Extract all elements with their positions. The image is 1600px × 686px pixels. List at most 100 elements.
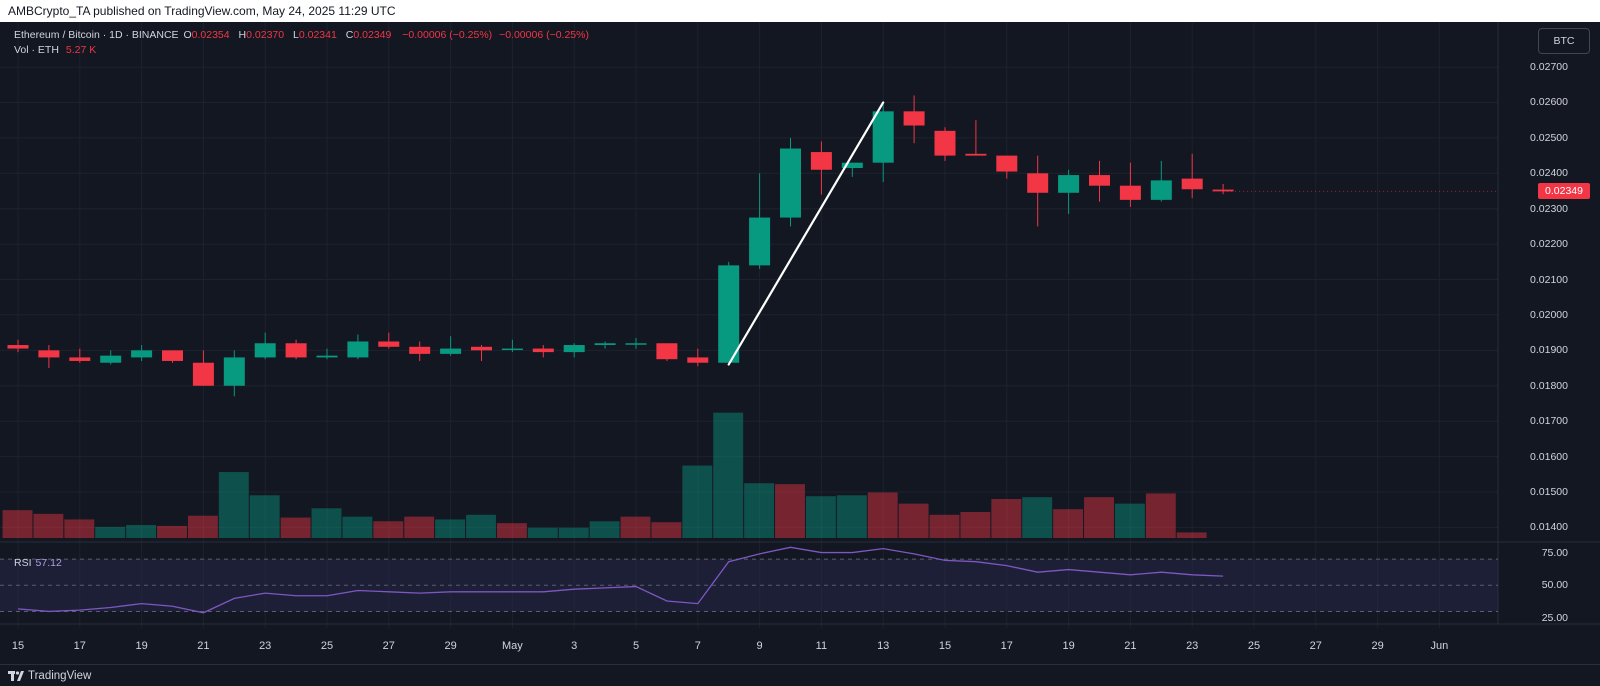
rsi-line — [17, 546, 1224, 614]
volume-bar — [836, 495, 867, 538]
time-axis-label: 29 — [444, 640, 457, 652]
volume-bars — [2, 412, 1207, 538]
candle — [69, 348, 91, 363]
change-value: −0.00006 (−0.25%) — [402, 29, 493, 41]
candle-body — [409, 346, 431, 354]
symbol-legend[interactable]: Ethereum / Bitcoin · 1D · BINANCE O0.023… — [14, 29, 589, 41]
candle-body — [1212, 189, 1234, 192]
volume-bar — [589, 521, 620, 538]
candle-body — [192, 362, 214, 386]
price-axis-label: 0.01500 — [1530, 485, 1568, 498]
candle — [440, 336, 462, 356]
candle-body — [223, 357, 245, 386]
candle — [903, 95, 925, 144]
candle-body — [996, 155, 1018, 172]
candle-body — [749, 217, 771, 266]
rsi-legend[interactable]: RSI 57.12 — [14, 557, 62, 569]
high-value: 0.02370 — [246, 29, 285, 41]
candle — [285, 339, 307, 360]
candle — [1058, 169, 1080, 215]
time-axis-label: 19 — [1062, 640, 1075, 652]
candle-body — [1058, 175, 1080, 193]
volume-bar — [1022, 497, 1053, 538]
candle — [347, 334, 369, 360]
publish-info-text: AMBCrypto_TA published on TradingView.co… — [8, 4, 396, 18]
volume-bar — [744, 483, 775, 538]
publish-info-bar: AMBCrypto_TA published on TradingView.co… — [0, 0, 1600, 22]
volume-bar — [805, 496, 836, 538]
candle-body — [656, 343, 678, 360]
volume-bar — [960, 512, 991, 538]
candle-body — [687, 357, 709, 363]
time-axis-label: 25 — [1247, 640, 1261, 652]
low-value: 0.02341 — [298, 29, 337, 41]
candle — [625, 337, 647, 349]
time-axis-label: 13 — [877, 640, 890, 652]
chart-canvas[interactable] — [0, 22, 1600, 664]
candle-body — [131, 350, 153, 358]
candle — [1089, 160, 1110, 202]
candle-body — [347, 341, 369, 358]
candle — [162, 350, 183, 363]
rsi-axis-label: 75.00 — [1541, 546, 1568, 559]
candle — [100, 350, 122, 365]
volume-bar — [527, 527, 558, 538]
candle — [872, 102, 894, 183]
volume-bar — [435, 519, 466, 538]
candle-body — [440, 348, 462, 354]
volume-bar — [1084, 497, 1114, 538]
candle-body — [625, 343, 647, 345]
volume-bar — [620, 516, 651, 538]
volume-bar — [1145, 493, 1176, 538]
time-axis-label: 17 — [1000, 640, 1013, 652]
rsi-pane — [0, 546, 1498, 614]
candle-body — [471, 346, 492, 351]
volume-bar — [1053, 509, 1084, 538]
candle-body — [1027, 173, 1049, 193]
candle-body — [378, 341, 400, 347]
volume-bar — [558, 527, 589, 538]
time-axis-label: Jun — [1430, 640, 1449, 652]
price-axis-label: 0.01900 — [1530, 344, 1568, 357]
chart-frame[interactable]: Ethereum / Bitcoin · 1D · BINANCE O0.023… — [0, 22, 1600, 664]
time-axis-label: 15 — [938, 640, 952, 652]
time-axis-label: 17 — [73, 640, 86, 652]
volume-legend[interactable]: Vol · ETH 5.27 K — [14, 44, 96, 56]
candle — [254, 332, 276, 360]
candle-body — [1119, 185, 1141, 200]
candle — [780, 137, 801, 227]
volume-bar — [218, 472, 249, 538]
candle-body — [7, 345, 29, 349]
candle-body — [780, 148, 801, 218]
price-axis-label: 0.02300 — [1530, 202, 1568, 215]
volume-bar — [187, 515, 218, 538]
candle-body — [254, 343, 276, 358]
candle — [7, 339, 29, 353]
candle-body — [1181, 178, 1203, 190]
tradingview-wordmark: TradingView — [28, 669, 92, 682]
time-axis-label: 27 — [382, 640, 395, 652]
candle-body — [69, 357, 91, 361]
close-value: 0.02349 — [353, 29, 392, 41]
time-axis-label: 5 — [632, 640, 640, 652]
price-axis-label: 0.01800 — [1530, 379, 1568, 392]
volume-legend-label[interactable]: Vol · ETH — [14, 44, 59, 56]
volume-bar — [713, 412, 744, 538]
volume-bar — [651, 522, 682, 538]
candle — [1027, 155, 1049, 227]
candle — [563, 343, 585, 358]
volume-bar — [2, 510, 33, 538]
volume-bar — [64, 519, 95, 538]
candle-body — [563, 345, 585, 353]
volume-bar — [867, 492, 898, 538]
candle-body — [162, 350, 183, 361]
rsi-legend-label[interactable]: RSI — [14, 557, 32, 569]
change-value-repeat: −0.00006 (−0.25%) — [499, 29, 589, 41]
price-axis-label: 0.02100 — [1530, 273, 1568, 286]
candle — [1150, 160, 1172, 202]
rsi-axis-label: 25.00 — [1541, 612, 1568, 624]
symbol-name[interactable]: Ethereum / Bitcoin · 1D · BINANCE — [14, 29, 179, 41]
candle-body — [285, 343, 307, 358]
currency-button[interactable]: BTC — [1538, 28, 1590, 54]
grid-layer — [0, 22, 1600, 628]
